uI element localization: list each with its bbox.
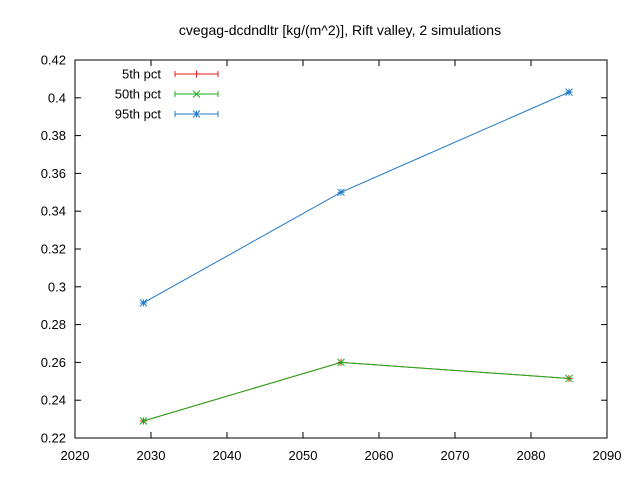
y-tick-label: 0.4 bbox=[48, 90, 66, 105]
y-tick-label: 0.38 bbox=[41, 128, 66, 143]
y-tick-label: 0.36 bbox=[41, 166, 66, 181]
y-tick-label: 0.22 bbox=[41, 431, 66, 446]
x-tick-label: 2040 bbox=[213, 448, 242, 463]
x-tick-label: 2020 bbox=[61, 448, 90, 463]
data-point bbox=[565, 88, 573, 96]
series-line bbox=[143, 91, 570, 304]
series-1 bbox=[139, 358, 573, 425]
x-tick-label: 2080 bbox=[517, 448, 546, 463]
y-tick-label: 0.28 bbox=[41, 317, 66, 332]
legend-marker bbox=[193, 70, 200, 78]
series-0 bbox=[139, 358, 573, 425]
y-tick-label: 0.34 bbox=[41, 204, 66, 219]
data-point bbox=[337, 358, 345, 367]
y-tick-label: 0.42 bbox=[41, 53, 66, 68]
legend-marker bbox=[192, 110, 201, 118]
y-tick-label: 0.26 bbox=[41, 355, 66, 370]
x-tick-label: 2070 bbox=[441, 448, 470, 463]
data-point bbox=[565, 374, 573, 383]
y-tick-label: 0.32 bbox=[41, 242, 66, 257]
y-tick-label: 0.3 bbox=[48, 279, 66, 294]
chart-title: cvegag-dcdndltr [kg/(m^2)], Rift valley,… bbox=[179, 22, 501, 38]
x-tick-label: 2060 bbox=[365, 448, 394, 463]
legend-label: 50th pct bbox=[115, 87, 162, 102]
legend-item: 5th pct bbox=[122, 67, 219, 82]
data-point bbox=[139, 417, 148, 425]
series-line bbox=[143, 361, 570, 422]
legend-item: 95th pct bbox=[115, 107, 219, 122]
data-point bbox=[139, 299, 148, 307]
series-2 bbox=[139, 88, 573, 307]
x-tick-label: 2030 bbox=[137, 448, 166, 463]
x-tick-label: 2050 bbox=[289, 448, 318, 463]
legend-label: 5th pct bbox=[122, 67, 161, 82]
legend-marker bbox=[192, 90, 201, 98]
data-point bbox=[337, 188, 345, 197]
x-tick-label: 2090 bbox=[593, 448, 622, 463]
y-tick-label: 0.24 bbox=[41, 393, 66, 408]
legend-item: 50th pct bbox=[115, 87, 219, 102]
series-line bbox=[143, 361, 570, 422]
legend-label: 95th pct bbox=[115, 107, 162, 122]
